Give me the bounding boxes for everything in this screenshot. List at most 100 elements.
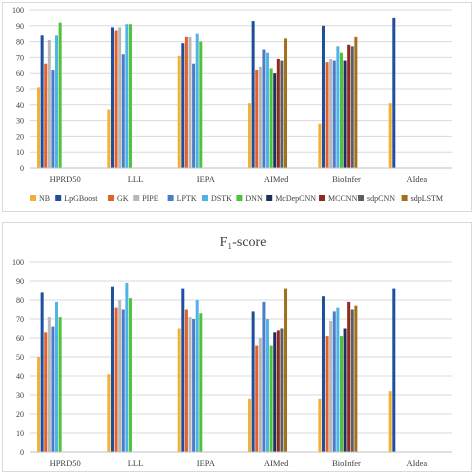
chart-0-category-label: HPRD50 xyxy=(50,174,81,184)
chart-1-ytick-label: 60 xyxy=(16,334,24,343)
chart-top-frame xyxy=(2,2,472,212)
chart-1-bar-dstk-hprd50 xyxy=(55,301,59,452)
legend-label-nb: NB xyxy=(39,194,50,203)
chart-1-bar-dnn-bioinfer xyxy=(339,336,343,452)
chart-0-ytick-label: 70 xyxy=(16,53,24,62)
chart-1-bar-nb-bioinfer xyxy=(318,398,322,452)
chart-1-bar-lptk-lll xyxy=(121,309,125,452)
legend-swatch-nb xyxy=(30,195,36,201)
chart-1-bar-lptk-hprd50 xyxy=(51,326,55,452)
chart-0-category-label: AIMed xyxy=(264,174,289,184)
chart-0-bar-gk-iepa xyxy=(184,36,188,168)
chart-0-bar-pipe-hprd50 xyxy=(47,40,51,168)
chart-0-bar-pipe-aimed xyxy=(258,66,262,168)
chart-1-bar-nb-iepa xyxy=(177,328,181,452)
chart-1-bar-lpgboost-hprd50 xyxy=(40,292,44,452)
chart-0-bar-pipe-iepa xyxy=(188,36,192,168)
chart-1-bar-dstk-aimed xyxy=(266,319,270,452)
chart-1-bar-sdpcnn-bioinfer xyxy=(350,309,354,452)
chart-1-bar-lptk-bioinfer xyxy=(332,311,336,452)
chart-0-ytick-label: 0 xyxy=(20,164,24,173)
chart-1-bar-lptk-iepa xyxy=(192,319,196,452)
legend-swatch-sdpcnn xyxy=(358,195,364,201)
legend-swatch-mcdepcnn xyxy=(266,195,273,201)
legend-swatch-sdplstm xyxy=(401,195,408,201)
legend-label-mcdepcnn: McDepCNN xyxy=(275,194,316,203)
chart-1-bar-nb-aimed xyxy=(248,398,252,452)
chart-0-bar-dnn-bioinfer xyxy=(339,52,343,168)
chart-1-bar-nb-lll xyxy=(107,374,111,452)
chart-1-bar-gk-iepa xyxy=(184,309,188,452)
legend-swatch-mccnn xyxy=(319,195,325,201)
chart-1-ytick-label: 0 xyxy=(20,448,24,457)
chart-1-bar-dnn-iepa xyxy=(199,313,203,452)
chart-0-bar-nb-iepa xyxy=(177,55,181,168)
chart-0-bar-lpgboost-aidea xyxy=(392,17,396,169)
chart-0-bar-lpgboost-hprd50 xyxy=(40,35,44,168)
legend-label-dnn: DNN xyxy=(245,194,263,203)
legend-label-lpgboost: LpGBoost xyxy=(64,194,98,203)
legend-label-gk: GK xyxy=(117,194,129,203)
chart-0-bar-nb-aimed xyxy=(248,103,252,168)
chart-1-category-label: LLL xyxy=(128,458,144,468)
chart-1-category-label: AIMed xyxy=(264,458,289,468)
chart-1-bar-mccnn-bioinfer xyxy=(347,301,351,452)
chart-1-ytick-label: 40 xyxy=(16,372,24,381)
chart-1-bar-gk-hprd50 xyxy=(44,332,48,452)
chart-0-bar-pipe-bioinfer xyxy=(329,58,333,169)
chart-0-bar-dstk-aimed xyxy=(266,52,270,168)
chart-1-bar-gk-aimed xyxy=(255,345,259,452)
chart-0-ytick-label: 60 xyxy=(16,69,24,78)
chart-0-bar-gk-hprd50 xyxy=(44,63,48,168)
legend-label-lptk: LPTK xyxy=(177,194,197,203)
chart-0-bar-dnn-aimed xyxy=(269,68,273,168)
chart-1-category-label: IEPA xyxy=(197,458,216,468)
chart-1-bar-gk-bioinfer xyxy=(325,336,329,452)
legend-label-dstk: DSTK xyxy=(211,194,232,203)
chart-0-bar-pipe-lll xyxy=(118,27,122,168)
chart-1-title: F₁-score xyxy=(220,235,267,250)
chart-0-bar-dnn-hprd50 xyxy=(58,22,62,168)
chart-0-category-label: IEPA xyxy=(197,174,216,184)
chart-1-ytick-label: 20 xyxy=(16,410,24,419)
chart-1-bar-sdplstm-aimed xyxy=(284,288,288,452)
chart-1-category-label: HPRD50 xyxy=(50,458,81,468)
legend-swatch-lpgboost xyxy=(55,195,62,201)
chart-0-bar-nb-bioinfer xyxy=(318,123,322,168)
chart-1-bar-lpgboost-lll xyxy=(110,286,114,452)
chart-0-bar-lptk-iepa xyxy=(192,63,196,168)
legend-label-sdplstm: sdpLSTM xyxy=(411,194,443,203)
chart-0-ytick-label: 20 xyxy=(16,132,24,141)
chart-0-bar-gk-bioinfer xyxy=(325,62,329,168)
chart-0-bar-lpgboost-aimed xyxy=(251,21,255,169)
chart-1-bar-mccnn-aimed xyxy=(276,330,280,452)
chart-0-ytick-label: 30 xyxy=(16,117,24,126)
chart-0-bar-lpgboost-iepa xyxy=(181,43,185,168)
chart-0-ytick-label: 90 xyxy=(16,22,24,31)
legend-swatch-dstk xyxy=(202,195,208,201)
chart-1-bar-dnn-lll xyxy=(128,298,132,452)
chart-1-bar-sdplstm-bioinfer xyxy=(354,305,358,452)
chart-0-bar-sdplstm-bioinfer xyxy=(354,36,358,168)
chart-0-bar-gk-lll xyxy=(114,30,118,168)
chart-0-bar-lpgboost-bioinfer xyxy=(321,25,325,168)
chart-0-bar-nb-aidea xyxy=(388,103,392,168)
chart-0-bar-dstk-bioinfer xyxy=(336,46,340,169)
chart-0-ytick-label: 80 xyxy=(16,38,24,47)
chart-1-bar-nb-aidea xyxy=(388,391,392,452)
chart-0-bar-dstk-iepa xyxy=(195,33,199,169)
chart-0-category-label: LLL xyxy=(128,174,144,184)
chart-0-bar-nb-lll xyxy=(107,109,111,168)
chart-0-bar-lpgboost-lll xyxy=(110,27,114,168)
chart-0-bar-mccnn-bioinfer xyxy=(347,44,351,169)
chart-bottom: F₁-score 0 10 20 30 40 50 60 70 80 90 100 HPRD50 LLL I… xyxy=(12,235,452,468)
chart-0-ytick-label: 50 xyxy=(16,85,24,94)
chart-0-category-label: BioInfer xyxy=(332,174,361,184)
chart-1-ytick-label: 50 xyxy=(16,353,24,362)
chart-0-bar-lptk-hprd50 xyxy=(51,70,55,168)
chart-0-bar-mcdepcnn-aimed xyxy=(273,73,277,168)
chart-0-bar-lptk-lll xyxy=(121,54,125,168)
legend-swatch-dnn xyxy=(236,195,243,201)
chart-1-bar-lpgboost-aidea xyxy=(392,288,396,452)
